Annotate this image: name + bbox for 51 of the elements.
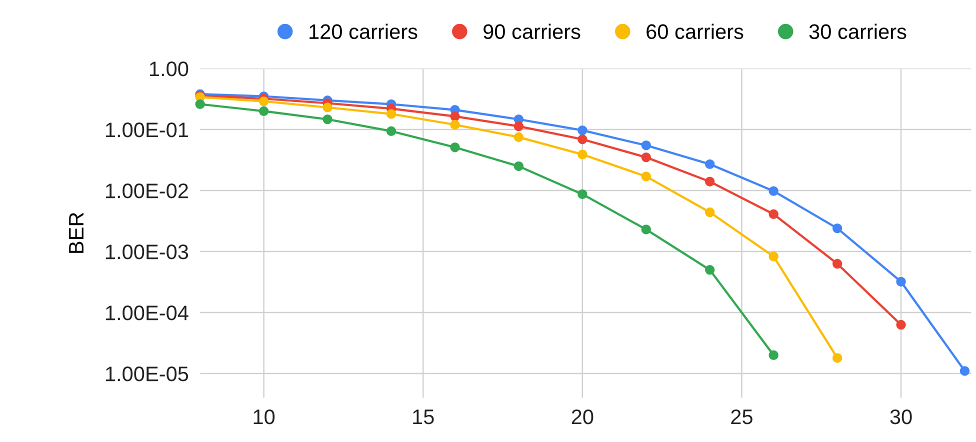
point [514,121,524,132]
y-tick-label: 1.00E-01 [106,122,188,138]
point [514,132,524,142]
point [578,134,588,144]
point [641,152,651,162]
point [258,106,269,116]
point [704,265,715,275]
point [768,252,778,262]
legend-label: 30 carriers [809,24,906,40]
point [641,224,651,234]
x-tick-label: 10 [254,409,275,424]
y-tick-label: 1.00E-03 [106,244,188,260]
point [832,353,842,363]
point [578,125,588,136]
point [578,150,588,160]
y-tick-label: 1.00E-05 [106,366,188,382]
point [258,96,269,106]
point [386,126,396,136]
point [768,350,778,360]
point [514,161,524,172]
point [960,366,970,376]
x-tick-label: 20 [572,409,594,424]
point [768,186,778,196]
legend-label: 90 carriers [484,24,580,40]
point [768,209,778,219]
y-axis-title: BER [69,212,84,253]
y-tick-label: 1.00E-04 [106,306,188,320]
legend-label: 120 carriers [310,24,418,40]
point [578,189,588,200]
point [704,207,715,218]
point [450,120,460,130]
point [450,112,460,122]
point [704,159,715,170]
point [322,114,332,124]
y-tick-label: 1.00 [150,62,188,76]
x-tick-label: 25 [731,409,752,424]
point [450,142,460,152]
point [322,102,332,112]
y-tick-label: 1.00E-02 [106,184,188,198]
point [704,176,715,186]
legend-label: 60 carriers [646,24,744,40]
point [195,99,205,110]
point [832,223,842,234]
point [641,140,651,150]
point [832,258,842,269]
point [896,276,906,287]
point [641,172,651,182]
x-tick-label: 15 [413,410,434,424]
point [386,109,396,119]
point [896,320,906,330]
x-tick-label: 30 [890,409,912,424]
